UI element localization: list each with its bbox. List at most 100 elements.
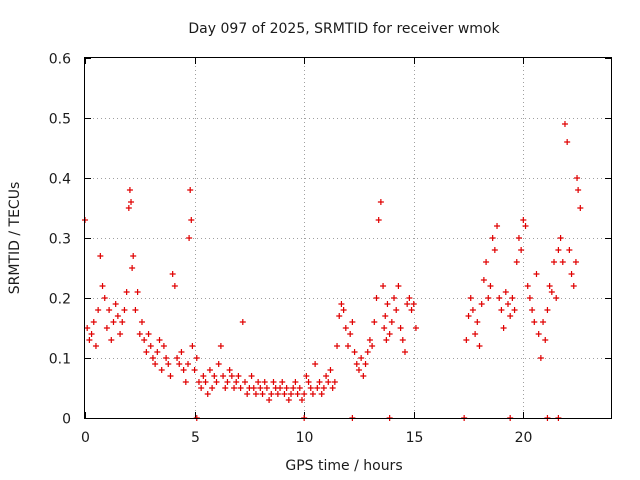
data-point — [226, 367, 233, 373]
data-point — [136, 331, 143, 337]
data-point — [189, 343, 196, 349]
data-point — [340, 307, 347, 313]
data-point — [110, 319, 117, 325]
data-point — [90, 319, 97, 325]
data-point — [463, 337, 470, 343]
data-point — [108, 337, 115, 343]
data-point — [388, 319, 395, 325]
data-point — [509, 295, 516, 301]
y-tick-label: 0.2 — [49, 292, 71, 308]
data-point — [252, 391, 259, 397]
data-point — [165, 361, 172, 367]
data-point — [364, 349, 371, 355]
data-point — [171, 283, 178, 289]
data-point — [380, 283, 387, 289]
data-point — [574, 175, 581, 181]
data-point — [99, 283, 106, 289]
data-point — [121, 307, 128, 313]
data-point — [526, 295, 533, 301]
x-tick-label: 15 — [406, 430, 424, 446]
data-point — [163, 355, 170, 361]
data-point — [147, 343, 154, 349]
data-point — [95, 307, 102, 313]
data-point — [382, 313, 389, 319]
data-point — [167, 373, 174, 379]
data-point — [198, 385, 205, 391]
data-point — [391, 295, 398, 301]
data-point — [401, 349, 408, 355]
data-point — [371, 319, 378, 325]
data-point — [557, 235, 564, 241]
data-point — [336, 313, 343, 319]
data-point — [274, 391, 281, 397]
data-point — [381, 325, 388, 331]
data-point — [469, 307, 476, 313]
data-point — [502, 289, 509, 295]
data-point — [213, 379, 220, 385]
data-point — [259, 391, 266, 397]
data-point — [373, 295, 380, 301]
data-point — [277, 385, 284, 391]
y-axis-label: SRMTID / TECUs — [7, 182, 23, 295]
data-point — [141, 337, 148, 343]
data-point — [412, 325, 419, 331]
data-point — [303, 373, 310, 379]
data-point — [561, 121, 568, 127]
data-point — [513, 259, 520, 265]
data-point — [88, 331, 95, 337]
data-point — [314, 385, 321, 391]
data-point — [366, 337, 373, 343]
data-point — [86, 337, 93, 343]
data-point — [347, 331, 354, 337]
data-point — [119, 319, 126, 325]
data-point — [195, 379, 202, 385]
data-point — [283, 385, 290, 391]
data-point — [266, 397, 273, 403]
data-point — [202, 379, 209, 385]
data-point — [156, 337, 163, 343]
data-point — [270, 379, 277, 385]
data-point — [132, 307, 139, 313]
x-tick-label: 20 — [515, 430, 533, 446]
data-point — [377, 199, 384, 205]
tick-labels: 0 0.1 0.2 0.3 0.4 0.5 0.6 0 5 10 15 20 — [49, 52, 533, 447]
data-point — [483, 259, 490, 265]
data-point — [533, 271, 540, 277]
data-point — [298, 397, 305, 403]
data-point — [101, 295, 108, 301]
data-point — [237, 385, 244, 391]
data-point — [138, 319, 145, 325]
x-axis-label: GPS time / hours — [285, 458, 402, 474]
data-point — [178, 349, 185, 355]
data-point — [224, 379, 231, 385]
data-point — [129, 265, 136, 271]
data-point — [360, 373, 367, 379]
data-point — [329, 385, 336, 391]
data-point — [279, 379, 286, 385]
data-point — [285, 397, 292, 403]
data-point — [169, 271, 176, 277]
data-point — [182, 379, 189, 385]
data-point — [535, 331, 542, 337]
chart-title: Day 097 of 2025, SRMTID for receiver wmo… — [188, 21, 500, 37]
data-point — [331, 379, 338, 385]
data-point — [383, 337, 390, 343]
data-point — [128, 199, 135, 205]
data-point — [570, 283, 577, 289]
data-point — [548, 289, 555, 295]
data-point — [325, 379, 332, 385]
data-point — [268, 391, 275, 397]
data-point — [263, 385, 270, 391]
data-point — [220, 373, 227, 379]
data-points — [82, 121, 584, 421]
data-point — [320, 385, 327, 391]
data-point — [559, 259, 566, 265]
data-point — [301, 391, 308, 397]
data-point — [206, 367, 213, 373]
data-point — [553, 295, 560, 301]
data-point — [288, 391, 295, 397]
data-point — [294, 391, 301, 397]
data-point — [103, 325, 110, 331]
data-point — [143, 349, 150, 355]
